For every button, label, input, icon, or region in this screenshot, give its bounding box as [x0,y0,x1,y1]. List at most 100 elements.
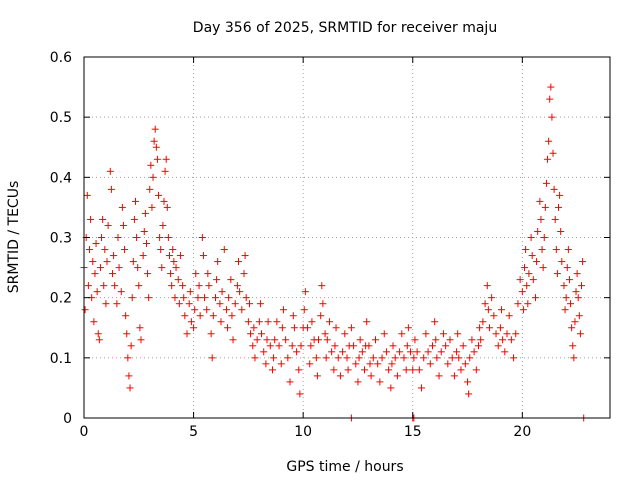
data-point [319,300,327,308]
data-point [534,227,542,235]
data-point [145,294,153,302]
x-axis-label: GPS time / hours [286,459,403,475]
data-point [270,354,278,362]
data-point [262,360,270,368]
data-point [96,264,104,272]
data-point [354,378,362,386]
data-point [217,318,225,326]
data-point [519,306,527,314]
data-point [113,300,121,308]
data-point [363,318,371,326]
data-point [98,234,106,241]
x-tick-label: 20 [513,424,531,440]
data-point [554,203,562,211]
data-point [426,360,434,368]
data-point [133,234,141,241]
data-point [222,306,230,314]
data-point [118,203,126,211]
data-point [432,336,440,344]
data-point [266,342,274,350]
data-point [374,360,382,368]
data-point [531,294,539,302]
data-point [361,366,369,374]
data-point [176,252,184,260]
data-point [201,294,209,302]
data-point [300,306,308,314]
data-point [415,366,423,374]
data-point [95,336,103,344]
data-point [83,191,91,199]
data-point [514,300,522,308]
data-point [256,300,264,308]
data-point [468,336,476,344]
data-point [552,246,560,254]
data-point [525,270,533,278]
data-point [233,282,241,290]
data-point [155,191,163,199]
data-point [389,342,397,350]
data-point [387,384,395,392]
data-point [185,300,193,308]
data-point [488,294,496,302]
data-point [125,372,133,380]
data-point [214,258,222,266]
data-point [148,203,156,211]
data-point [250,324,258,332]
data-point [141,209,149,217]
data-point [286,378,294,386]
data-point [153,155,161,163]
data-point [156,234,164,241]
data-point [420,354,428,362]
data-point [238,306,246,314]
data-point [172,264,180,272]
data-point [212,294,219,302]
y-tick-label: 0 [63,411,72,427]
data-point [396,348,404,356]
data-point [277,360,285,368]
data-point [529,276,537,284]
data-point [242,294,250,302]
data-point [263,336,271,344]
data-point [510,354,518,362]
data-point [163,203,171,211]
data-point [306,360,314,368]
data-point [356,336,364,344]
data-point [457,366,465,374]
data-point [161,167,169,175]
data-point [365,342,373,350]
data-point [150,137,158,145]
data-point [102,300,110,308]
data-point [528,252,536,260]
data-point [418,384,426,392]
data-point [240,270,248,278]
data-point [422,330,430,338]
data-point [152,143,160,151]
data-point [124,354,132,362]
data-point [253,336,261,344]
data-point [444,360,452,368]
data-point [90,318,98,326]
data-point [247,330,255,338]
data-point [546,95,554,103]
data-point [101,246,109,254]
data-point [160,197,168,205]
data-point [134,264,142,272]
data-point [544,155,552,163]
data-point [388,360,396,368]
data-point [501,348,509,356]
data-point [481,300,489,308]
data-point [378,354,386,362]
data-point [271,336,279,344]
data-point [170,258,178,266]
data-point [108,270,116,278]
data-point [325,318,333,326]
data-point [557,227,565,235]
data-point [85,246,93,254]
data-point [575,312,583,320]
data-point [181,312,189,320]
data-point [475,342,482,350]
data-point [547,83,555,91]
data-point [139,252,147,260]
data-point [567,300,575,308]
data-point [81,306,89,314]
